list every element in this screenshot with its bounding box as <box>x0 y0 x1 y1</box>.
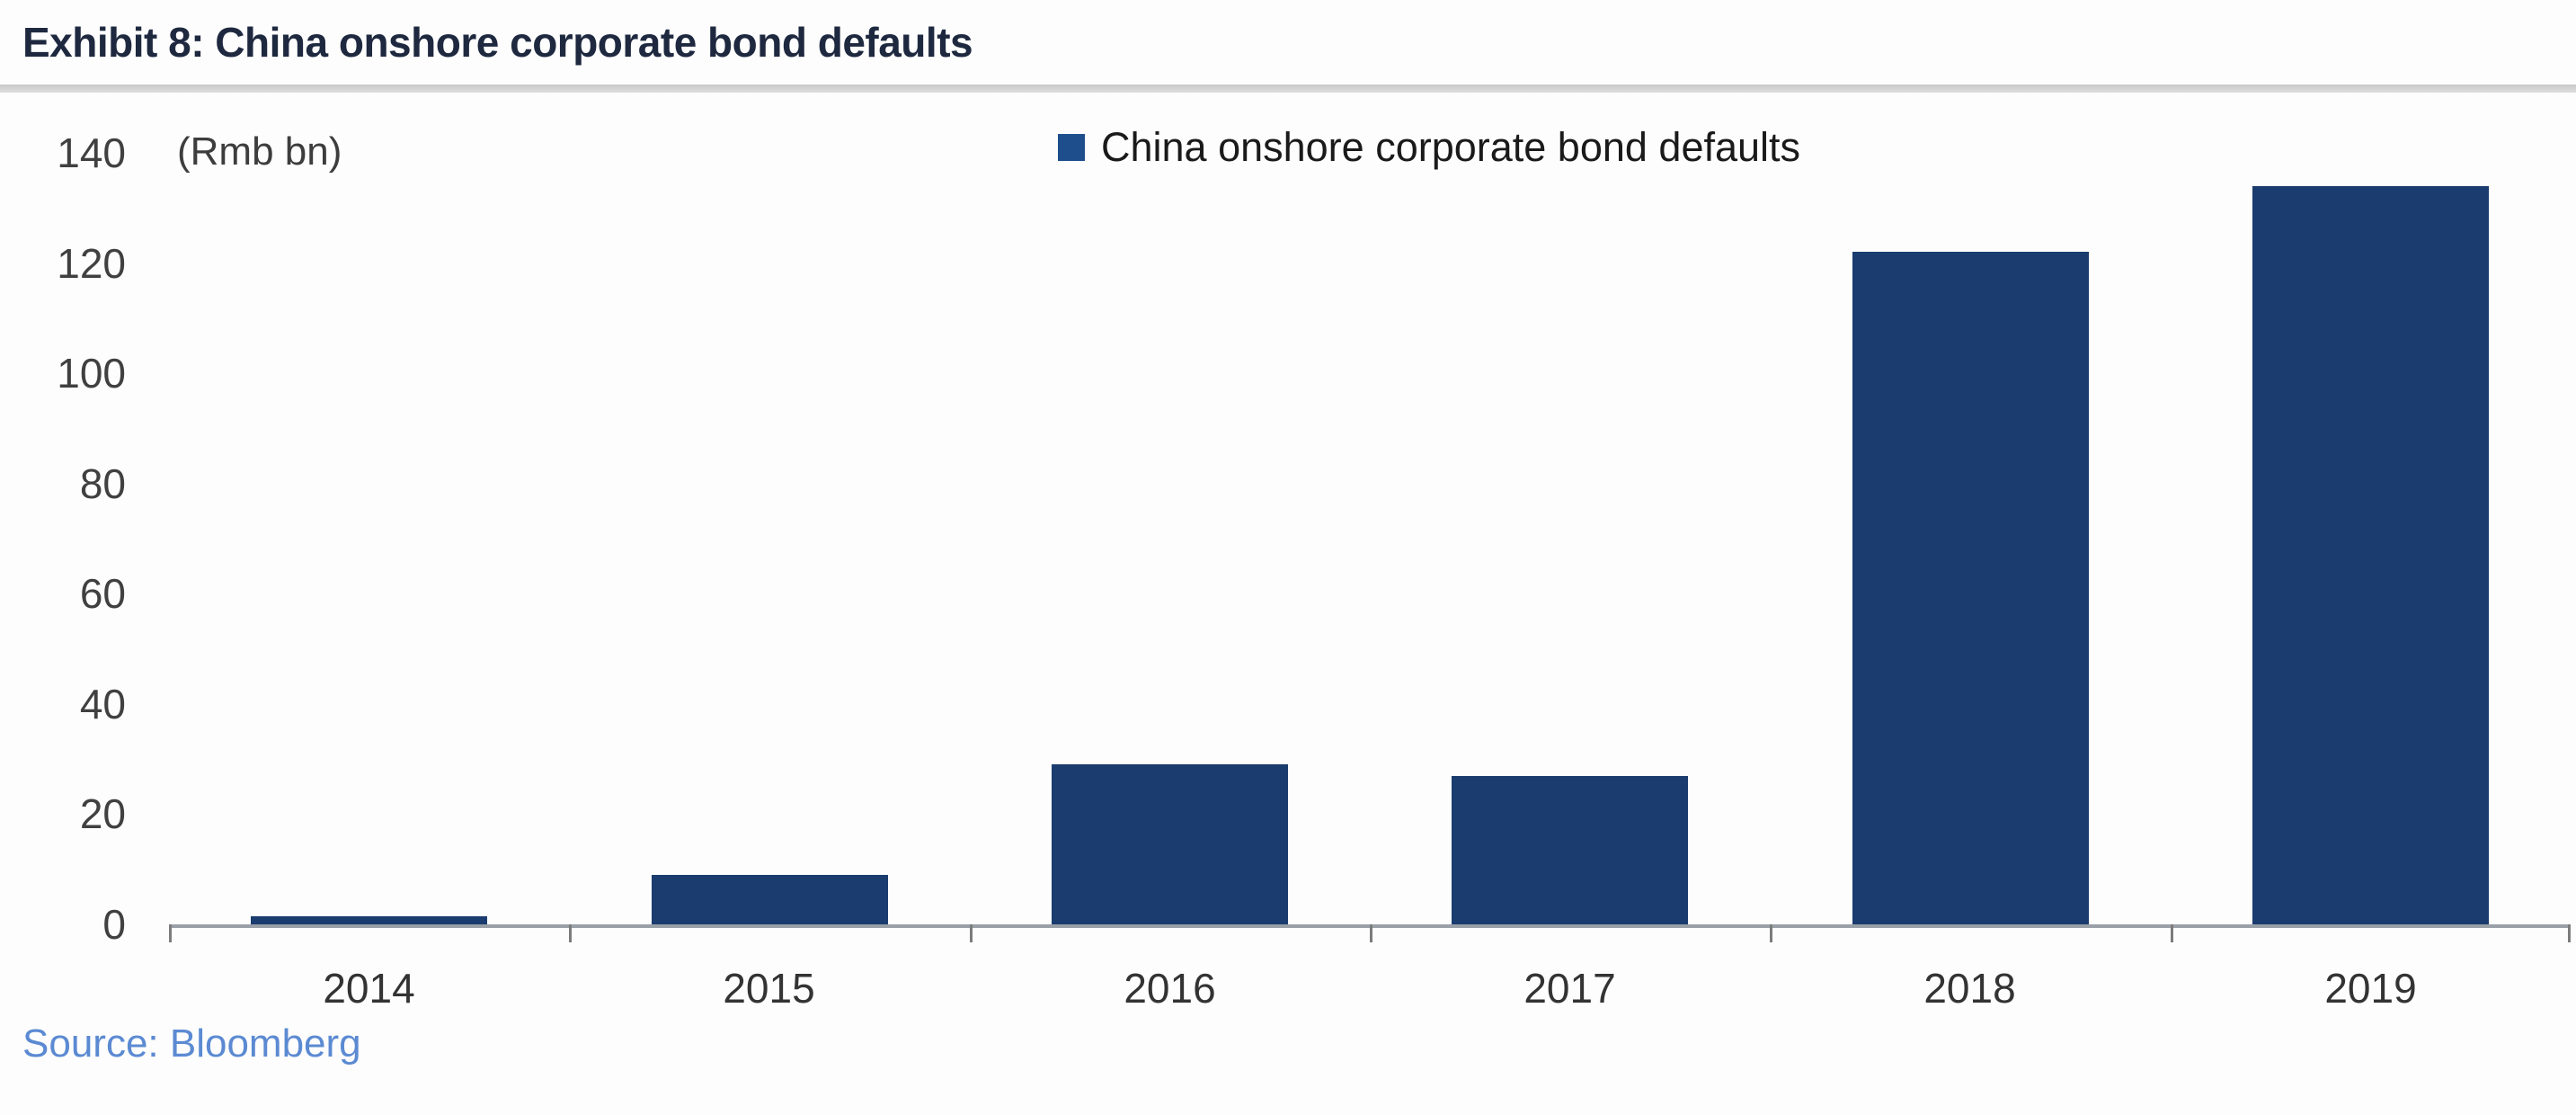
legend: China onshore corporate bond defaults <box>1058 124 1800 171</box>
legend-swatch-icon <box>1058 134 1085 161</box>
y-axis-unit-label: (Rmb bn) <box>177 129 342 174</box>
y-axis-label-40: 40 <box>79 681 126 727</box>
x-axis-tick <box>2568 924 2571 942</box>
bar-2014 <box>251 916 487 924</box>
y-axis-label-120: 120 <box>57 240 126 287</box>
bar-2019 <box>2252 186 2489 924</box>
legend-label: China onshore corporate bond defaults <box>1101 124 1801 170</box>
x-axis-tick <box>169 924 172 942</box>
title-divider <box>0 85 2576 93</box>
plot-area: 2014 2015 2016 2017 2018 2019 <box>169 153 2571 1012</box>
x-axis-tick <box>569 924 572 942</box>
y-axis-label-100: 100 <box>57 350 126 397</box>
y-axis-label-140: 140 <box>57 129 126 176</box>
y-axis-label-80: 80 <box>79 460 126 507</box>
bar-2018 <box>1852 252 2089 924</box>
y-axis-label-60: 60 <box>79 570 126 617</box>
bar-2017 <box>1452 776 1688 924</box>
x-axis-label-2018: 2018 <box>1923 965 2016 1012</box>
bar-2016 <box>1052 764 1288 924</box>
x-axis-label-2017: 2017 <box>1523 965 1616 1012</box>
x-axis-tick <box>2171 924 2173 942</box>
x-axis-label-2015: 2015 <box>723 965 815 1012</box>
x-axis-tick <box>1370 924 1372 942</box>
x-axis-tick <box>1770 924 1772 942</box>
source-label: Source: Bloomberg <box>22 1021 361 1066</box>
x-axis-label-2014: 2014 <box>323 965 415 1012</box>
y-axis-label-20: 20 <box>79 790 126 837</box>
x-axis-label-2016: 2016 <box>1124 965 1216 1012</box>
x-axis-label-2019: 2019 <box>2324 965 2417 1012</box>
page-title: Exhibit 8: China onshore corporate bond … <box>22 19 973 66</box>
x-axis-tick <box>970 924 973 942</box>
y-axis: 0 20 40 60 80 100 120 140 <box>0 129 126 948</box>
bar-2015 <box>652 875 888 924</box>
y-axis-label-0: 0 <box>102 901 126 948</box>
